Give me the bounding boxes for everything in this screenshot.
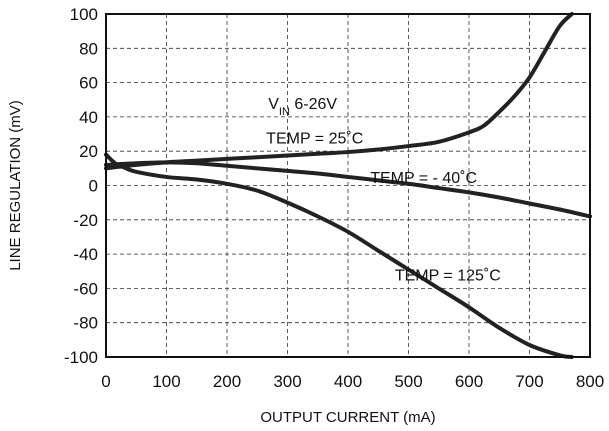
x-tick-label: 500 — [394, 372, 422, 391]
y-tick-label: -80 — [73, 314, 98, 333]
y-tick-label: 60 — [79, 74, 98, 93]
annotation-label: TEMP = 125˚C — [395, 268, 501, 285]
series-layer — [104, 12, 592, 359]
y-tick-label: -100 — [64, 348, 98, 367]
series-line — [104, 152, 574, 359]
x-tick-label: 600 — [455, 372, 483, 391]
plot-frame — [105, 13, 591, 358]
x-tick-label: 200 — [213, 372, 241, 391]
y-tick-label: -40 — [73, 245, 98, 264]
series-line — [104, 12, 574, 171]
y-tick-label: 80 — [79, 39, 98, 58]
y-tick-label: 100 — [70, 5, 98, 24]
y-tick-labels: 100 80 60 40 20 0 -20 -40 -60 -80 -100 — [64, 5, 98, 367]
series-line — [104, 160, 592, 219]
x-tick-label: 0 — [101, 372, 110, 391]
annotation-label: VIN 6-26V — [268, 96, 337, 118]
annotation-label: TEMP = - 40˚C — [370, 170, 477, 187]
x-tick-label: 100 — [152, 372, 180, 391]
x-tick-labels: 0 100 200 300 400 500 600 700 800 — [101, 372, 604, 391]
x-tick-label: 400 — [334, 372, 362, 391]
grid — [105, 13, 591, 358]
y-tick-label: -60 — [73, 279, 98, 298]
x-axis-label: OUTPUT CURRENT (mA) — [260, 409, 435, 426]
x-tick-label: 300 — [273, 372, 301, 391]
y-tick-label: 40 — [79, 108, 98, 127]
annotation-label: TEMP = 25˚C — [266, 130, 363, 147]
x-tick-label: 800 — [576, 372, 604, 391]
y-tick-label: -20 — [73, 211, 98, 230]
x-tick-label: 700 — [515, 372, 543, 391]
y-tick-label: 0 — [89, 177, 98, 196]
y-tick-label: 20 — [79, 142, 98, 161]
y-axis-label: LINE REGULATION (mV) — [7, 100, 24, 271]
